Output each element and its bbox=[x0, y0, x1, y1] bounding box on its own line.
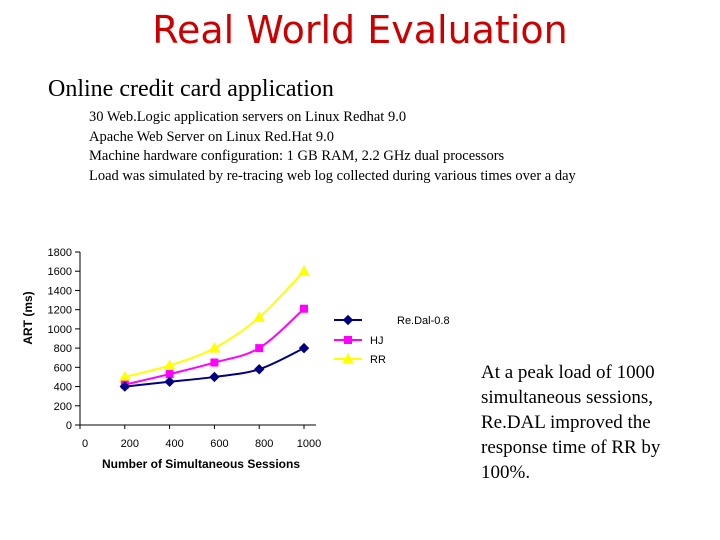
x-axis-title: Number of Simultaneous Sessions bbox=[102, 457, 300, 471]
setup-details: 30 Web.Logic application servers on Linu… bbox=[89, 108, 576, 186]
detail-line: 30 Web.Logic application servers on Linu… bbox=[89, 109, 407, 125]
y-tick-label: 1400 bbox=[48, 285, 72, 297]
x-tick-label: 800 bbox=[255, 438, 273, 450]
slide-title: Real World Evaluation bbox=[152, 8, 568, 52]
series-re-dal-0-8 bbox=[119, 342, 310, 392]
data-point bbox=[300, 304, 308, 313]
detail-line: Machine hardware configuration: 1 GB RAM… bbox=[89, 148, 505, 164]
data-point bbox=[209, 371, 220, 383]
y-tick-label: 200 bbox=[54, 401, 72, 413]
data-point bbox=[298, 265, 310, 276]
legend-marker bbox=[344, 336, 352, 344]
chart-series bbox=[118, 265, 310, 392]
x-tick-label: 200 bbox=[121, 438, 139, 450]
series-rr bbox=[118, 265, 310, 382]
y-tick-label: 800 bbox=[54, 343, 72, 355]
x-tick-label: 0 bbox=[82, 438, 88, 450]
x-tick-label: 600 bbox=[210, 438, 228, 450]
x-tick-label: 1000 bbox=[297, 438, 321, 450]
y-tick-label: 1800 bbox=[48, 247, 72, 259]
data-point bbox=[119, 381, 131, 392]
data-point bbox=[165, 370, 174, 379]
data-point bbox=[253, 364, 265, 375]
y-tick-label: 600 bbox=[54, 362, 72, 374]
x-tick-label: 400 bbox=[165, 438, 183, 450]
legend-marker bbox=[342, 314, 354, 326]
y-tick-label: 1200 bbox=[48, 305, 72, 317]
detail-line: Apache Web Server on Linux Red.Hat 9.0 bbox=[89, 128, 334, 145]
slide-subtitle: Online credit card application bbox=[48, 76, 334, 102]
legend-label: RR bbox=[370, 354, 386, 366]
data-point bbox=[298, 342, 310, 354]
y-tick-label: 0 bbox=[66, 420, 72, 432]
data-point bbox=[208, 342, 221, 353]
data-point bbox=[255, 344, 264, 353]
y-tick-label: 400 bbox=[54, 382, 72, 394]
legend-label: HJ bbox=[370, 335, 383, 347]
detail-line: Load was simulated by re-tracing web log… bbox=[89, 167, 576, 184]
legend-marker bbox=[342, 352, 354, 364]
y-axis-title: ART (ms) bbox=[21, 291, 35, 344]
chart-axes: 0 200 400 600 800 1000 1200 1400 1600 1800 0 200 400… bbox=[48, 247, 322, 450]
conclusion-note: At a peak load of 1000 simultaneous sess… bbox=[481, 362, 661, 483]
data-point bbox=[163, 359, 176, 370]
y-tick-label: 1600 bbox=[48, 266, 72, 278]
y-tick-label: 1000 bbox=[48, 324, 72, 336]
chart-legend: Re.Dal-0.8 HJ RR bbox=[334, 314, 450, 366]
data-point bbox=[253, 311, 266, 322]
legend-label: Re.Dal-0.8 bbox=[397, 315, 450, 327]
data-point bbox=[210, 358, 219, 367]
data-point bbox=[164, 376, 175, 387]
